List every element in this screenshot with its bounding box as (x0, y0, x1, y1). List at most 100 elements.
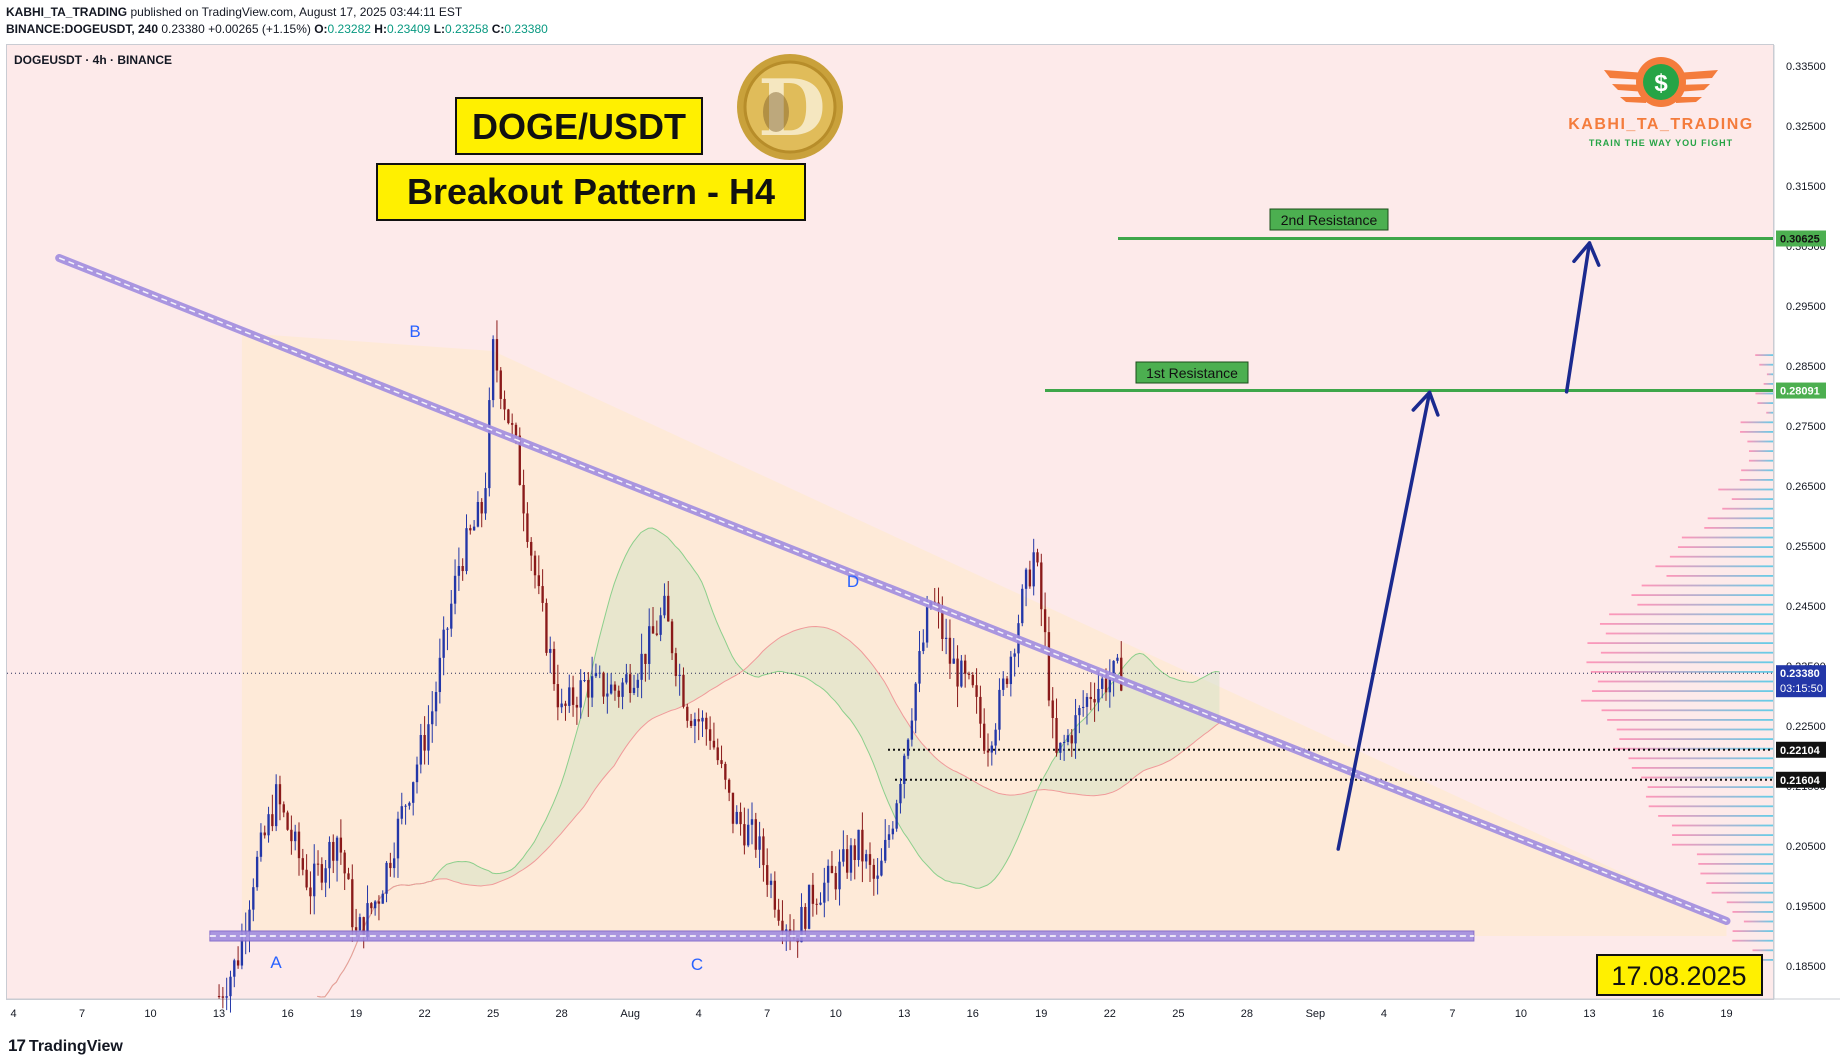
candle-body (225, 996, 228, 998)
profile-bar (1711, 891, 1773, 894)
candle-body (453, 575, 457, 604)
profile-bar (1609, 613, 1773, 616)
x-tick-label: 4 (1381, 1008, 1387, 1020)
author-name[interactable]: KABHI_TA_TRADING (6, 5, 128, 19)
profile-bar (1757, 402, 1773, 404)
candle-body (754, 819, 757, 850)
profile-bar (1616, 728, 1773, 731)
profile-bar (1726, 901, 1773, 904)
candle-body (385, 862, 388, 894)
candle-body (1089, 696, 1092, 700)
tradingview-logo[interactable]: 17 TradingView (8, 1036, 123, 1056)
candle-body (248, 909, 251, 933)
low-value: 0.23258 (445, 22, 489, 36)
profile-bar (1647, 786, 1773, 788)
profile-bar (1613, 747, 1773, 750)
candle-body (963, 660, 967, 674)
candle-body (305, 869, 308, 888)
candle-body (328, 841, 331, 869)
date-box[interactable] (1596, 954, 1763, 996)
candle-body (686, 706, 689, 721)
candle-body (510, 423, 514, 425)
candle-body (427, 724, 430, 751)
candle-body (263, 832, 266, 836)
symbol-line: BINANCE:DOGEUSDT, 240 (6, 22, 159, 36)
price-change: +0.00265 (+1.15%) (208, 22, 311, 36)
title-box[interactable] (455, 97, 703, 155)
candle-body (396, 818, 400, 859)
candle-body (1108, 679, 1111, 693)
candle-body (583, 680, 586, 682)
candle-body (354, 927, 358, 931)
candle-body (290, 829, 293, 842)
candle-body (309, 887, 312, 897)
candle-body (537, 575, 541, 587)
candle-body (229, 976, 232, 997)
x-tick-label: 25 (1172, 1008, 1184, 1020)
profile-bar (1658, 815, 1773, 817)
candle-body (575, 704, 579, 708)
candle-body (632, 687, 636, 693)
profile-bar (1698, 863, 1773, 865)
candle-body (838, 861, 841, 890)
profile-bar (1732, 939, 1773, 942)
profile-bar (1671, 843, 1773, 846)
candle-body (271, 814, 274, 827)
candle-body (434, 692, 438, 712)
candle-body (1112, 660, 1115, 680)
candle-body (1055, 718, 1058, 753)
candle-body (849, 845, 853, 873)
candle-body (781, 920, 784, 932)
resistance-2-label-box[interactable] (1269, 208, 1389, 231)
candle-body (1066, 735, 1070, 742)
chart-title: DOGEUSDT · 4h · BINANCE (14, 53, 172, 67)
candle-body (472, 526, 476, 531)
candle-body (335, 837, 339, 861)
candle-body (488, 400, 491, 489)
x-tick-label: 10 (144, 1008, 156, 1020)
projection-arrow-1[interactable] (1336, 390, 1432, 851)
profile-bar (1677, 546, 1773, 548)
projection-arrows[interactable] (1336, 241, 1601, 851)
candle-body (826, 865, 830, 883)
candle-body (1120, 657, 1123, 691)
candle-body (324, 868, 327, 883)
candle-body (674, 653, 678, 676)
candle-body (252, 887, 255, 910)
pattern-lines[interactable] (55, 254, 1731, 942)
candle-body (1024, 569, 1028, 589)
candle-body (240, 933, 244, 966)
high-label: H: (374, 22, 387, 36)
trendline-center (58, 257, 1727, 922)
point-b-label: B (409, 322, 420, 341)
projection-arrow-2[interactable] (1564, 241, 1592, 394)
candle-body (670, 621, 674, 654)
candle-body (636, 679, 639, 688)
subtitle-box[interactable] (376, 163, 806, 221)
candle-body (750, 819, 754, 825)
candle-body (450, 603, 453, 629)
current-price-tag: 0.23380 (1780, 668, 1820, 680)
price-tags: 0.30625 0.28091 0.23380 03:15:50 0.22104 0.21… (1776, 230, 1826, 788)
published-text: published on TradingView.com, August 17,… (130, 5, 463, 19)
y-tick-label: 0.18500 (1786, 961, 1826, 973)
candle-body (552, 648, 556, 685)
projection-arrowhead-2 (1572, 241, 1601, 267)
profile-bar (1631, 594, 1773, 596)
candle-body (739, 811, 742, 825)
profile-bar (1600, 651, 1773, 654)
open-label: O: (314, 22, 328, 36)
candle-body (1097, 688, 1100, 703)
y-tick-label: 0.32500 (1786, 121, 1826, 133)
candle-body (351, 879, 354, 928)
candle-body (865, 854, 868, 862)
candle-body (922, 642, 925, 652)
candle-body (381, 893, 384, 904)
candle-body (701, 717, 704, 722)
y-tick-label: 0.19500 (1786, 901, 1826, 913)
resistance-1-label: 1st Resistance (1146, 365, 1238, 381)
candle-body (412, 782, 415, 803)
resistance-1-label-box[interactable] (1135, 361, 1249, 384)
close-value: 0.23380 (504, 22, 548, 36)
